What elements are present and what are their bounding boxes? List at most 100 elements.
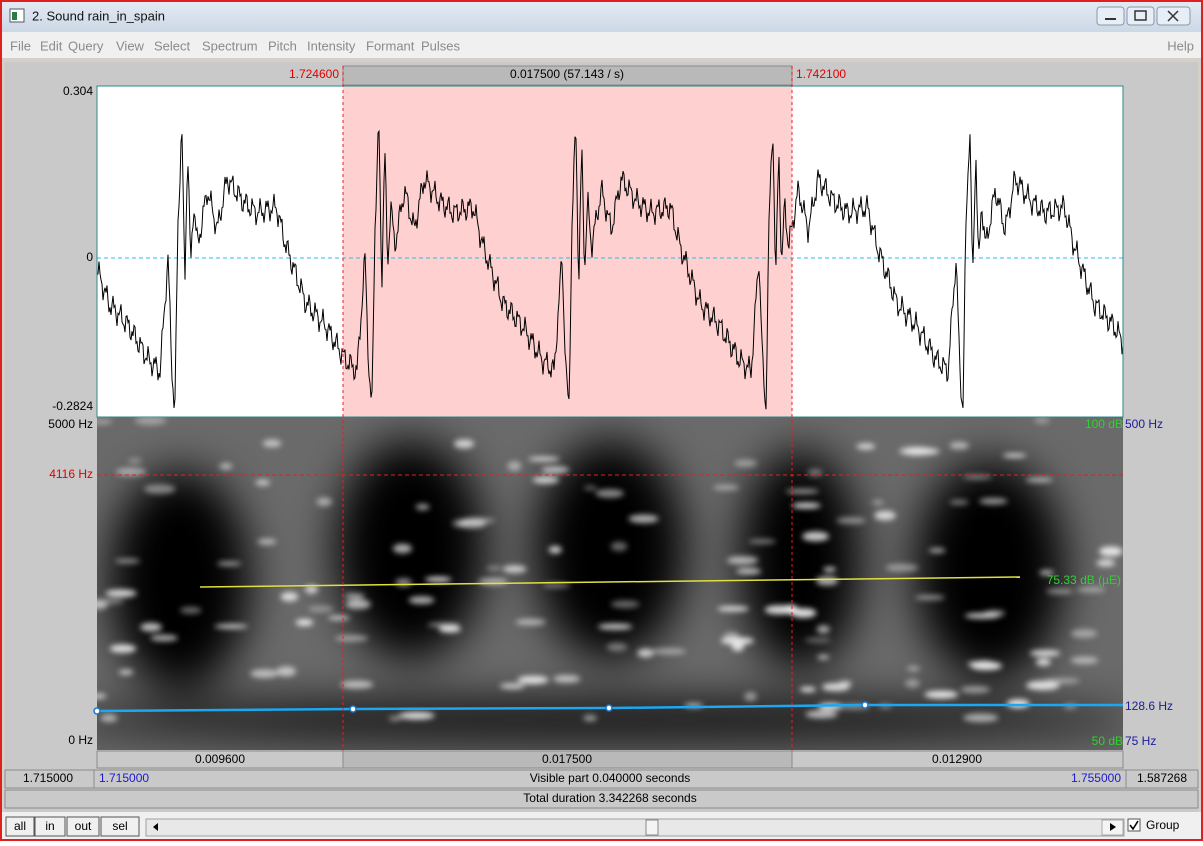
highlight [611,542,628,551]
highlight [872,500,884,505]
pitch-label: 128.6 Hz [1125,699,1173,713]
highlight [250,669,278,678]
highlight [856,443,875,449]
highlight [515,619,546,625]
highlight [822,683,850,691]
highlight [395,578,412,586]
highlight [281,592,299,601]
visible-end: 1.755000 [1071,771,1121,785]
highlight [100,714,117,722]
highlight [1030,650,1060,657]
group-label: Group [1146,818,1180,832]
highlight [119,670,134,675]
maximize-button[interactable] [1127,7,1154,25]
highlight [713,485,739,491]
pitch-min-label: 75 Hz [1125,734,1156,748]
intensity-label: 75.33 dB (µE) [1047,573,1121,587]
highlight [806,710,838,718]
praat-window: 2. Sound rain_in_spain FileEditQueryView… [0,0,1203,841]
menu-item[interactable]: Edit [40,38,63,53]
highlight [346,599,371,609]
highlight [276,666,296,676]
selection-duration: 0.017500 (57.143 / s) [510,67,624,81]
highlight [886,564,919,572]
highlight [140,623,162,632]
menu-item[interactable]: Pitch [268,38,297,53]
highlight [929,548,946,552]
highlight [487,566,502,570]
menu-item[interactable]: Help [1167,38,1194,53]
highlight [528,457,560,461]
waveform-zero-label: 0 [86,250,93,264]
highlight [144,484,175,494]
highlight [965,613,1000,619]
highlight [258,539,277,545]
highlight [1071,629,1097,638]
highlight [500,683,525,689]
before-visible: 1.715000 [23,771,73,785]
highlight [1036,659,1051,666]
highlight [341,681,374,689]
menu-item[interactable]: View [116,38,145,53]
highlight [874,511,896,520]
highlight [1045,678,1080,684]
highlight [1034,417,1049,423]
minimize-button[interactable] [1097,7,1124,25]
highlight [817,655,829,660]
highlight [782,605,798,615]
highlight [533,476,560,483]
visible-part: Visible part 0.040000 seconds [530,771,691,785]
highlight [416,504,430,510]
scroll-thumb[interactable] [646,820,658,835]
highlight [135,416,167,425]
scrollbar[interactable] [146,819,1124,836]
zoom-button-label: all [14,819,26,833]
highlight [977,660,994,667]
highlight [924,691,958,699]
group-checkbox[interactable] [1128,819,1140,831]
highlight [823,567,836,572]
highlight [399,712,435,720]
highlight [802,532,829,542]
menu-item[interactable]: Intensity [307,38,356,53]
zoom-buttons: allinoutsel [6,817,139,836]
menu-item[interactable]: Spectrum [202,38,258,53]
segment-label: 0.012900 [932,752,982,766]
highlight [454,439,474,448]
highlight [800,687,816,692]
highlight [583,715,597,721]
highlight [607,643,628,652]
highlight [308,606,334,613]
highlight [263,440,282,448]
highlight [652,648,687,655]
highlight [128,459,142,464]
spectrogram-bottom-label: 0 Hz [68,733,93,747]
highlight [906,448,940,455]
frequency-cursor-label: 4116 Hz [49,467,93,481]
highlight [335,635,368,641]
menu-item[interactable]: File [10,38,31,53]
highlight [452,520,469,528]
zoom-button-label: sel [112,819,127,833]
highlight [805,638,831,643]
highlight [749,539,776,543]
highlight [905,679,920,688]
menu-item[interactable]: Formant [366,38,415,53]
selection-start: 1.724600 [289,67,339,81]
highlight [584,486,597,490]
highlight [439,626,461,633]
menu-item[interactable]: Pulses [421,38,461,53]
highlight [786,489,819,494]
highlight [389,716,402,721]
visible-bar: 1.715000 1.715000 Visible part 0.040000 … [5,770,1198,788]
menu-item[interactable]: Select [154,38,191,53]
highlight [1026,478,1053,483]
segment-label: 0.009600 [195,752,245,766]
highlight [1046,589,1073,594]
highlight [518,676,549,684]
spectrogram [60,416,1140,750]
highlight [1099,547,1123,557]
menu-item[interactable]: Query [68,38,104,53]
highlight [503,565,527,572]
highlight [344,593,364,599]
